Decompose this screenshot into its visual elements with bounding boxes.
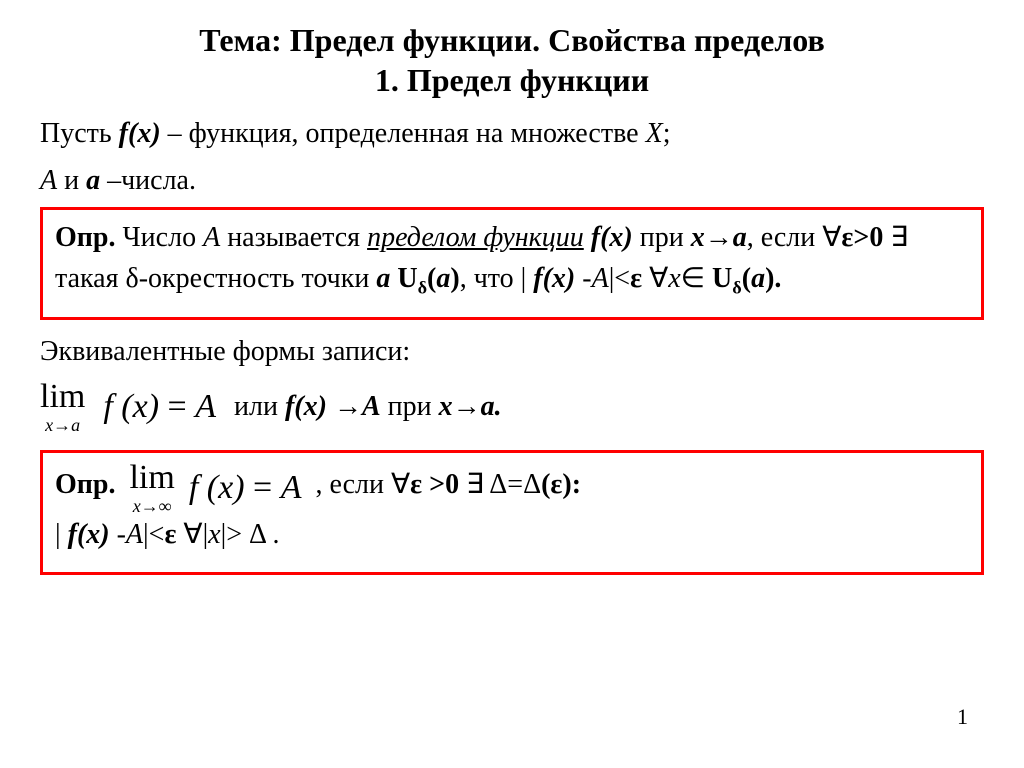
opr-label-2: Опр. [55,465,115,506]
opr-label: Опр. [55,222,115,253]
slide-title: Тема: Предел функции. Свойства пределов … [40,20,984,100]
limit-inf-notation: lim x→∞ [129,461,174,515]
or-text: или f(x) →A при x→a. [234,391,502,423]
slide-content: Тема: Предел функции. Свойства пределов … [0,0,1024,575]
page-number: 1 [957,704,968,730]
limit-expression: f (x) = A [103,388,216,426]
title-line-2: 1. Предел функции [40,60,984,100]
definition-box-2: Опр. lim x→∞ f (x) = A , если ∀ε >0 ∃ Δ=… [40,450,984,575]
a-symbol: a [86,165,100,196]
limit-notation: lim x→a [40,380,85,434]
intro-line-1: Пусть f(x) – функция, определенная на мн… [40,114,984,155]
fx-symbol: f(x) [119,118,161,149]
def2-line-2: | f(x) -A|<ε ∀|x|> Δ . [55,515,969,556]
A-symbol: A [40,165,57,196]
def2-line-1: Опр. lim x→∞ f (x) = A , если ∀ε >0 ∃ Δ=… [55,461,969,515]
limit-term: пределом функции [367,222,584,253]
equation-row: lim x→a f (x) = A или f(x) →A при x→a. [40,380,984,434]
equiv-label: Эквивалентные формы записи: [40,332,984,373]
set-X: X [646,118,663,149]
definition-box-1: Опр. Число A называется пределом функции… [40,207,984,320]
def1-text: Опр. Число A называется пределом функции… [55,218,969,301]
limit-inf-expression: f (x) = A [189,469,302,507]
def2-condition: , если ∀ε >0 ∃ Δ=Δ(ε): [315,465,581,506]
title-line-1: Тема: Предел функции. Свойства пределов [40,20,984,60]
intro-line-2: A и a –числа. [40,161,984,202]
